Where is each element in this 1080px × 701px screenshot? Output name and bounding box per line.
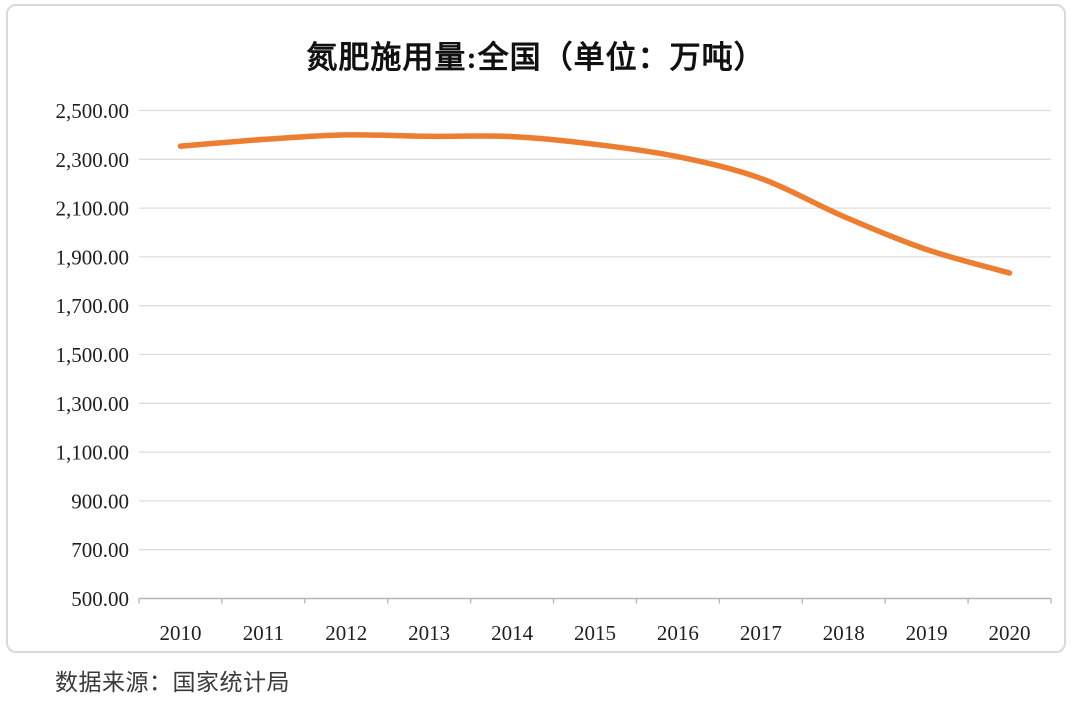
y-axis-tick-label: 2,100.00 — [56, 197, 130, 221]
y-axis-tick-label: 1,500.00 — [56, 343, 130, 367]
x-axis-tick-label: 2012 — [325, 621, 367, 645]
x-axis-tick-label: 2019 — [906, 621, 948, 645]
y-axis-tick-label: 500.00 — [71, 587, 129, 611]
x-axis-tick-label: 2013 — [408, 621, 450, 645]
data-source-label: 数据来源：国家统计局 — [55, 670, 290, 695]
x-axis-tick-label: 2010 — [159, 621, 201, 645]
x-axis-tick-label: 2014 — [491, 621, 534, 645]
y-axis-tick-label: 1,100.00 — [56, 441, 130, 465]
series-line — [177, 132, 1013, 276]
y-axis-tick-label: 2,500.00 — [56, 99, 130, 123]
x-axis-tick-label: 2011 — [243, 621, 284, 645]
y-axis-tick-label: 1,700.00 — [56, 294, 130, 318]
line-chart: 500.00 700.00 900.00 1,100.00 1,300.00 1,500.… — [56, 99, 1052, 645]
x-axis-tick-label: 2016 — [657, 621, 699, 645]
y-axis-tick-label: 700.00 — [71, 538, 129, 562]
chart-title: 氮肥施用量:全国（单位：万吨） — [306, 40, 766, 75]
y-axis-tick-label: 1,300.00 — [56, 392, 130, 416]
x-axis-tick-label: 2017 — [740, 621, 782, 645]
x-axis-tick-label: 2015 — [574, 621, 616, 645]
x-axis-tick-label: 2020 — [989, 621, 1031, 645]
y-axis-tick-label: 900.00 — [71, 489, 129, 513]
y-axis-tick-label: 2,300.00 — [56, 148, 130, 172]
y-axis-tick-label: 1,900.00 — [56, 245, 130, 269]
chart-card: 氮肥施用量:全国（单位：万吨） 500.00 700.00 900.00 1,100.… — [6, 4, 1066, 653]
x-axis-tick-label: 2018 — [823, 621, 865, 645]
